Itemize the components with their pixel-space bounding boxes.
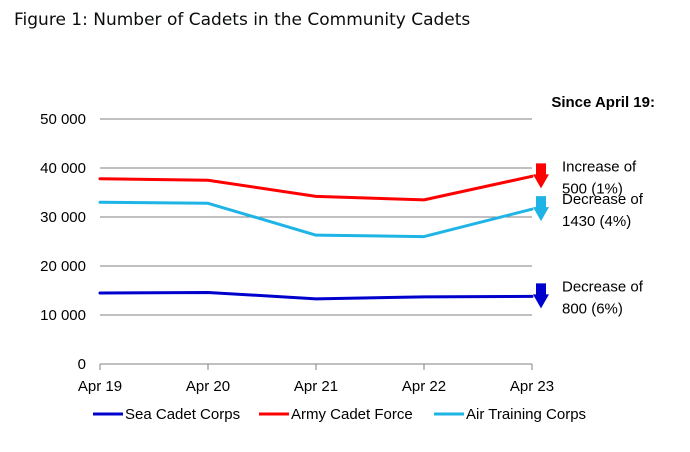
legend-label: Army Cadet Force <box>291 406 413 423</box>
axes: 0 10 000 20 000 30 000 40 000 50 000 Apr 19 Apr… <box>40 111 554 395</box>
down-arrow-icon <box>533 283 549 309</box>
gridlines <box>100 118 532 316</box>
y-tick-label: 10 000 <box>40 307 86 324</box>
annotation-line2: 1430 (4%) <box>562 213 631 230</box>
legend: Sea Cadet Corps Army Cadet Force Air Train… <box>93 406 586 423</box>
figure-title: Figure 1: Number of Cadets in the Commun… <box>14 10 471 30</box>
series-line-sea-cadet-corps <box>98 290 534 301</box>
legend-label: Air Training Corps <box>466 406 586 423</box>
down-arrow-icon <box>533 196 549 222</box>
series-lines <box>98 174 534 301</box>
down-arrow-icon <box>533 163 549 189</box>
x-tick-label: Apr 20 <box>186 378 230 395</box>
annotation-line1: Decrease of <box>562 278 644 295</box>
annotation-line1: Decrease of <box>562 191 644 208</box>
annotation-heading: Since April 19: <box>551 94 655 111</box>
x-tick-label: Apr 19 <box>78 378 122 395</box>
y-tick-label: 20 000 <box>40 258 86 275</box>
y-tick-label: 40 000 <box>40 160 86 177</box>
x-tick-label: Apr 21 <box>294 378 338 395</box>
y-tick-label: 50 000 <box>40 111 86 128</box>
annotation-line2: 800 (6%) <box>562 300 623 317</box>
y-tick-label: 0 <box>78 356 86 373</box>
annotation-line1: Increase of <box>562 158 637 175</box>
series-line-air-training-corps <box>98 200 534 239</box>
series-line-army-cadet-force <box>98 174 534 202</box>
y-tick-label: 30 000 <box>40 209 86 226</box>
annotation-line2: 500 (1%) <box>562 180 623 197</box>
x-tick-label: Apr 23 <box>510 378 554 395</box>
x-tick-label: Apr 22 <box>402 378 446 395</box>
legend-label: Sea Cadet Corps <box>125 406 240 423</box>
